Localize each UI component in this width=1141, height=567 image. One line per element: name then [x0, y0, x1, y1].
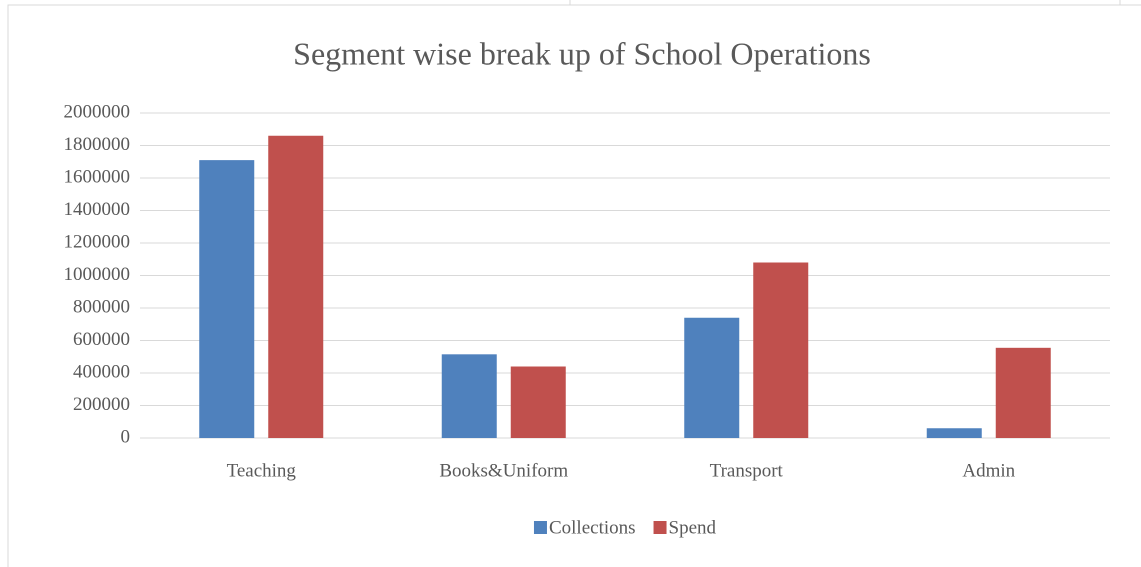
legend-label: Spend [669, 517, 717, 538]
chart-title: Segment wise break up of School Operatio… [293, 35, 871, 71]
y-tick-label: 1800000 [64, 134, 131, 155]
x-tick-label: Admin [962, 460, 1015, 481]
x-tick-label: Transport [710, 460, 784, 481]
chart-frame [7, 4, 1141, 567]
bar [995, 347, 1051, 438]
bar [684, 317, 740, 438]
y-tick-label: 0 [121, 426, 131, 447]
bar [753, 262, 809, 438]
y-tick-label: 1400000 [64, 199, 131, 220]
legend-swatch [533, 521, 547, 534]
legend-swatch [653, 521, 667, 534]
legend-label: Collections [549, 517, 636, 538]
bar [926, 428, 982, 438]
y-tick-label: 1200000 [64, 231, 131, 252]
bar [199, 160, 255, 438]
x-tick-label: Books&Uniform [439, 460, 568, 481]
bar [441, 354, 497, 438]
bar [510, 366, 566, 438]
y-tick-label: 400000 [73, 361, 130, 382]
x-tick-label: Teaching [227, 460, 297, 481]
y-tick-label: 2000000 [64, 101, 131, 122]
y-tick-label: 1000000 [64, 264, 131, 285]
y-tick-label: 800000 [73, 296, 130, 317]
y-tick-label: 1600000 [64, 166, 131, 187]
bar [268, 135, 324, 438]
y-tick-label: 200000 [73, 394, 130, 415]
y-tick-label: 600000 [73, 329, 130, 350]
